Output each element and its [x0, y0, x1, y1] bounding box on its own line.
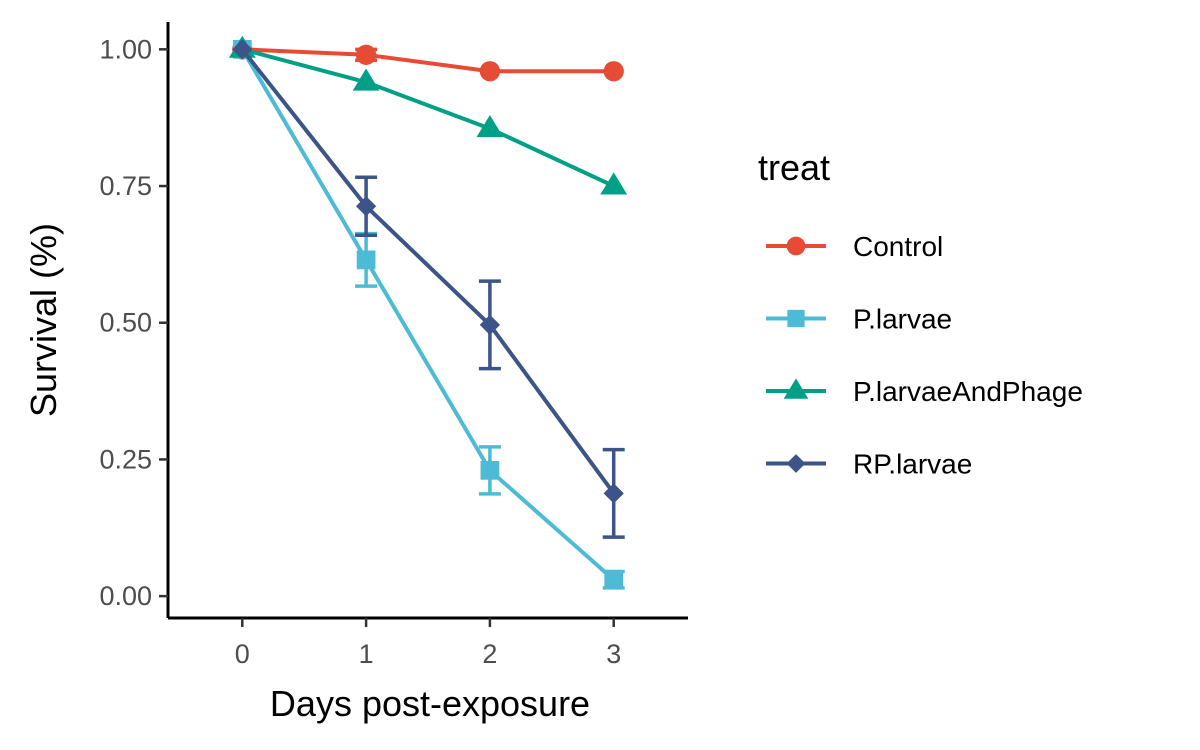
axes: 0.00 0.25 0.50 0.75 1.00 0 1 2 3 — [99, 22, 688, 669]
legend-key-marker — [786, 236, 806, 256]
data-point — [355, 44, 377, 65]
legend-item: P.larvae — [766, 304, 952, 335]
legend-key-marker — [783, 378, 809, 399]
data-point — [480, 461, 500, 480]
series-line — [240, 48, 616, 582]
legend: treat Control P.larvae P.larvaeAndPhage RP.… — [758, 147, 1083, 480]
legend-item: P.larvaeAndPhage — [766, 376, 1083, 407]
legend-item: RP.larvae — [766, 449, 972, 480]
y-tick-label: 0.00 — [99, 581, 152, 611]
legend-title: treat — [758, 147, 830, 188]
y-axis-title: Survival (%) — [23, 223, 64, 417]
data-point — [479, 61, 501, 82]
series-line — [242, 47, 614, 74]
plot-panel — [228, 35, 628, 590]
data-point — [479, 314, 501, 336]
series-line — [241, 47, 615, 188]
legend-label: RP.larvae — [853, 449, 972, 480]
series-line — [240, 48, 616, 495]
y-tick-label: 0.75 — [99, 171, 152, 201]
data-point — [604, 570, 624, 590]
x-tick-label: 3 — [606, 639, 621, 669]
y-tick-label: 0.25 — [99, 444, 152, 474]
data-point — [356, 250, 376, 270]
y-tick-label: 1.00 — [99, 34, 152, 64]
data-point — [232, 39, 253, 60]
data-point — [476, 114, 504, 138]
data-point — [603, 483, 624, 504]
legend-key-marker — [786, 454, 806, 473]
legend-label: P.larvaeAndPhage — [853, 376, 1083, 407]
x-tick-label: 2 — [482, 639, 497, 669]
series-rp-larvae — [232, 39, 625, 539]
series-p-larvaeandphage — [228, 35, 628, 195]
data-point — [355, 196, 377, 217]
legend-key-marker — [787, 309, 805, 328]
legend-item: Control — [766, 231, 943, 262]
series-p-larvae — [232, 39, 625, 590]
legend-label: Control — [853, 231, 943, 262]
data-point — [352, 68, 380, 91]
legend-label: P.larvae — [853, 304, 952, 335]
x-axis-title: Days post-exposure — [270, 683, 590, 724]
x-tick-label: 1 — [359, 639, 374, 669]
data-point — [603, 61, 624, 82]
y-tick-label: 0.50 — [99, 308, 152, 338]
data-point — [600, 172, 628, 195]
x-tick-label: 0 — [235, 639, 250, 669]
